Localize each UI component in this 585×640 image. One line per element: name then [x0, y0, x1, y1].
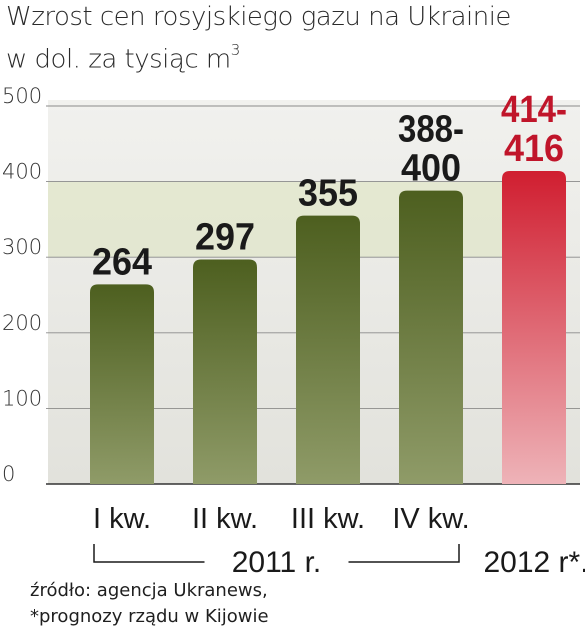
chart-subtitle: w dol. za tysiąc m3	[6, 41, 241, 75]
bar	[399, 190, 463, 484]
y-tick-label: 100	[2, 386, 42, 410]
subtitle-superscript: 3	[230, 41, 241, 59]
x-tick-labels: I kw. II kw. III kw. IV kw.	[93, 503, 470, 535]
data-label: 297	[195, 216, 255, 258]
forecast-bar	[502, 171, 566, 485]
group-bracket-left	[93, 544, 205, 563]
data-label: 416	[504, 128, 564, 170]
bar	[296, 215, 360, 484]
chart-title: Wzrost cen rosyjskiego gazu na Ukrainie	[6, 2, 511, 32]
y-tick-label: 300	[2, 235, 42, 259]
y-tick-label: 500	[2, 84, 42, 108]
x-tick-label: III kw.	[291, 503, 365, 535]
group-bracket-right	[348, 544, 460, 563]
bars	[90, 171, 566, 485]
x-tick-label: II kw.	[192, 503, 258, 535]
y-tick-label: 400	[2, 160, 42, 184]
bar	[193, 259, 257, 484]
data-label: 400	[401, 148, 461, 190]
data-labels: 264 297 355 388-400 414-416	[92, 89, 567, 283]
year-groups: 2011 r. 2012 r*.	[93, 544, 585, 575]
x-tick-label: IV kw.	[392, 503, 469, 535]
bar	[90, 284, 154, 484]
data-label: 355	[298, 173, 358, 215]
x-tick-label: I kw.	[93, 503, 151, 535]
forecast-note: *prognozy rządu w Kijowie	[30, 606, 269, 627]
source-note: źródło: agencja Ukranews,	[30, 580, 268, 601]
data-label: 388-	[398, 109, 464, 151]
data-label: 264	[92, 241, 152, 283]
group-label: 2012 r*.	[483, 546, 585, 575]
data-label: 414-	[501, 89, 567, 131]
group-label: 2011 r.	[232, 546, 322, 575]
y-tick-label: 200	[2, 311, 42, 335]
subtitle-text: w dol. za tysiąc m	[6, 44, 231, 75]
y-tick-labels: 0 100 200 300 400 500	[2, 84, 42, 486]
y-tick-label: 0	[2, 462, 15, 486]
